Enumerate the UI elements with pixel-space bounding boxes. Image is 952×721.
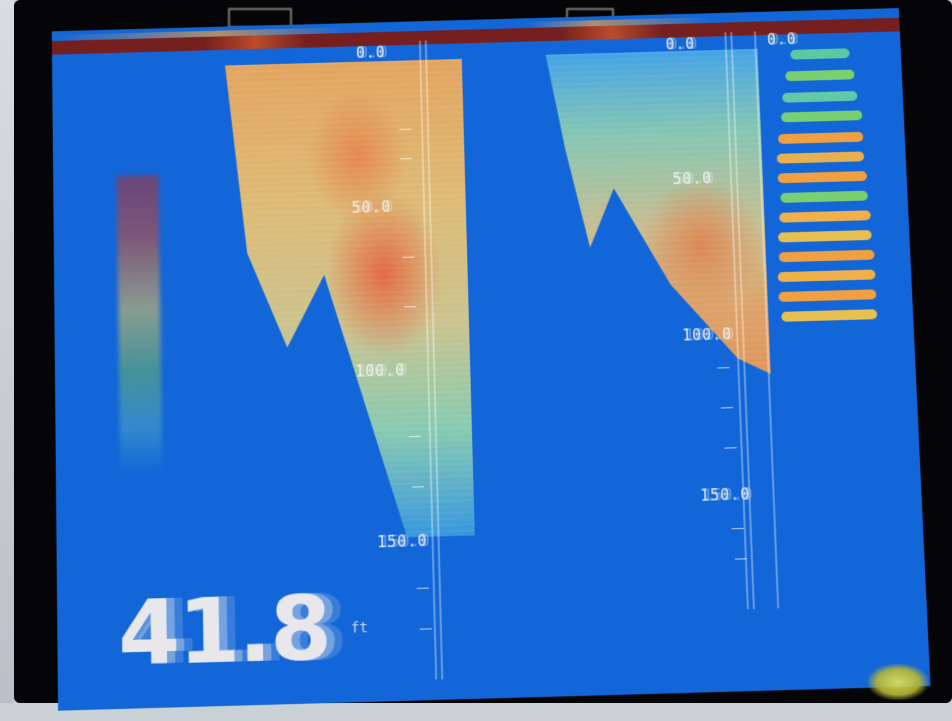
scale-left-bottom: 150.0 — [377, 532, 428, 552]
echo-bar — [785, 70, 854, 82]
scale-tick — [717, 367, 729, 368]
color-legend — [117, 175, 163, 475]
scale-right-bottom: 150.0 — [700, 485, 751, 505]
bars-label: 0.0 — [767, 30, 797, 48]
scale-left-mid2: 100.0 — [355, 361, 406, 380]
brand-logo — [868, 664, 928, 700]
echo-bar — [778, 289, 876, 302]
echo-bar — [781, 110, 862, 122]
depth-unit: ft — [351, 620, 368, 637]
background-wall — [0, 0, 14, 703]
echo-bar — [779, 210, 871, 222]
scale-tick — [724, 447, 736, 448]
echo-bar — [779, 250, 875, 263]
scale-tick — [417, 588, 429, 589]
echo-bars — [761, 48, 883, 346]
echo-bar — [778, 132, 864, 144]
scale-left-top: 0.0 — [356, 44, 386, 62]
sonar-display: 0.0 50.0 100.0 150.0 0.0 50.0 100.0 150.… — [52, 8, 931, 711]
scale-tick — [420, 628, 432, 629]
scale-left-mid1: 50.0 — [351, 198, 391, 217]
echo-bar — [777, 151, 865, 163]
scale-right-top: 0.0 — [665, 35, 695, 53]
scale-tick — [732, 528, 744, 529]
scale-tick — [721, 407, 733, 408]
echo-bar — [778, 270, 876, 283]
echo-bar — [778, 230, 872, 242]
echo-bar — [780, 191, 868, 203]
echo-bar — [782, 91, 857, 103]
scale-right-mid1: 50.0 — [672, 169, 712, 188]
scale-right-mid2: 100.0 — [682, 325, 733, 344]
echo-bar — [790, 48, 850, 59]
echo-bar — [781, 309, 877, 322]
echo-bar — [777, 171, 867, 183]
sonar-screen: 0.0 50.0 100.0 150.0 0.0 50.0 100.0 150.… — [52, 8, 931, 721]
depth-reading: 41.8 — [117, 575, 330, 686]
